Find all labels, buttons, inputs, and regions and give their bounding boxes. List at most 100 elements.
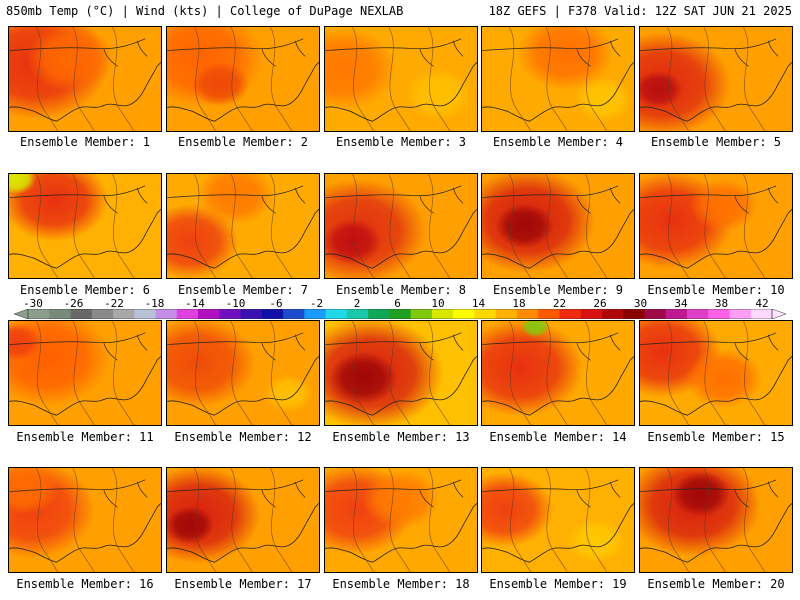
- colorbar-swatch: [134, 309, 157, 319]
- temperature-field: [640, 174, 792, 278]
- member-label: Ensemble Member: 15: [647, 430, 785, 444]
- boundary-lines: [167, 185, 306, 214]
- colorbar-tick-label: 18: [512, 297, 526, 310]
- height-contour: [230, 321, 255, 425]
- height-contour: [428, 468, 453, 572]
- height-contour: [703, 468, 728, 572]
- coastline: [9, 356, 161, 416]
- colorbar-tick-label: -14: [185, 297, 205, 310]
- height-contour: [270, 468, 295, 572]
- ensemble-map: [324, 173, 478, 279]
- colorbar-swatch: [304, 309, 327, 319]
- coastline: [482, 62, 634, 122]
- temperature-anomaly: [9, 174, 109, 242]
- colorbar-swatch: [601, 309, 624, 319]
- ensemble-map: [8, 320, 162, 426]
- member-label: Ensemble Member: 10: [647, 283, 785, 297]
- boundary-lines: [9, 38, 148, 67]
- member-label: Ensemble Member: 20: [647, 577, 785, 591]
- temperature-field: [9, 468, 161, 572]
- coastline: [325, 62, 477, 122]
- height-contour: [72, 27, 97, 131]
- height-contour: [230, 174, 255, 278]
- colorbar-tick-label: -26: [63, 297, 84, 310]
- colorbar-tick-label: 26: [593, 297, 607, 310]
- height-contour: [585, 174, 610, 278]
- height-contour: [112, 468, 137, 572]
- temperature-anomaly: [325, 219, 382, 265]
- height-contour: [743, 174, 768, 278]
- height-contour: [545, 321, 570, 425]
- colorbar-tick-label: 30: [633, 297, 648, 310]
- height-contour: [667, 468, 692, 572]
- height-contour: [585, 468, 610, 572]
- temperature-field: [167, 27, 319, 131]
- height-contour: [388, 321, 413, 425]
- ensemble-map: [166, 320, 320, 426]
- colorbar-swatch: [28, 309, 50, 319]
- coastline: [9, 503, 161, 563]
- member-label: Ensemble Member: 6: [19, 283, 151, 297]
- colorbar-swatch: [453, 309, 475, 319]
- colorbar-swatch: [410, 309, 433, 319]
- height-contour: [72, 321, 97, 425]
- temperature-anomaly: [9, 468, 59, 516]
- height-contour: [72, 174, 97, 278]
- colorbar-swatch: [665, 309, 688, 319]
- member-label: Ensemble Member: 9: [492, 283, 624, 297]
- temperature-field: [167, 174, 319, 278]
- temperature-field: [325, 468, 477, 572]
- height-contour: [545, 27, 570, 131]
- height-contour: [230, 468, 255, 572]
- colorbar-swatch: [750, 309, 773, 319]
- height-contour: [509, 321, 534, 425]
- coastline: [167, 62, 319, 122]
- temperature-anomaly: [566, 518, 626, 564]
- temperature-anomaly: [362, 469, 440, 530]
- boundary-lines: [325, 38, 464, 67]
- colorbar-swatch: [559, 309, 582, 319]
- height-contour: [112, 27, 137, 131]
- colorbar-swatch: [708, 309, 730, 319]
- member-label: Ensemble Member: 14: [489, 430, 627, 444]
- coastline: [482, 503, 634, 563]
- colorbar-swatch: [686, 309, 709, 319]
- boundary-lines: [167, 38, 306, 67]
- member-label: Ensemble Member: 4: [492, 135, 624, 149]
- temperature-field: [167, 321, 319, 425]
- colorbar-swatch: [538, 309, 560, 319]
- boundary-lines: [167, 332, 306, 361]
- colorbar-swatch: [283, 309, 305, 319]
- boundary-lines: [325, 479, 464, 508]
- temperature-field: [325, 27, 477, 131]
- colorbar-tick-label: 42: [755, 297, 769, 310]
- colorbar-tick-label: -6: [269, 297, 283, 310]
- height-contour: [194, 321, 219, 425]
- member-label: Ensemble Member: 5: [650, 135, 782, 149]
- height-contour: [270, 27, 295, 131]
- coastline: [640, 356, 792, 416]
- height-contour: [194, 468, 219, 572]
- member-label: Ensemble Member: 8: [335, 283, 467, 297]
- member-label: Ensemble Member: 7: [177, 283, 309, 297]
- temperature-anomaly: [264, 375, 313, 413]
- colorbar-swatch: [389, 309, 412, 319]
- height-contour: [112, 321, 137, 425]
- boundary-lines: [325, 332, 464, 361]
- ensemble-map: [481, 320, 635, 426]
- coastline: [167, 356, 319, 416]
- height-contour: [388, 174, 413, 278]
- colorbar-swatch: [261, 309, 284, 319]
- ensemble-map: [166, 26, 320, 132]
- coastline: [325, 503, 477, 563]
- temperature-anomaly: [167, 204, 239, 278]
- boundary-lines: [640, 185, 779, 214]
- height-contour: [703, 321, 728, 425]
- height-contour: [428, 174, 453, 278]
- ensemble-map: [481, 26, 635, 132]
- ensemble-map: [8, 26, 162, 132]
- colorbar-tick-label: 22: [552, 297, 567, 310]
- valid-time: 18Z GEFS | F378 Valid: 12Z SAT JUN 21 20…: [488, 4, 792, 18]
- colorbar-swatch: [580, 309, 603, 319]
- coastline: [482, 209, 634, 269]
